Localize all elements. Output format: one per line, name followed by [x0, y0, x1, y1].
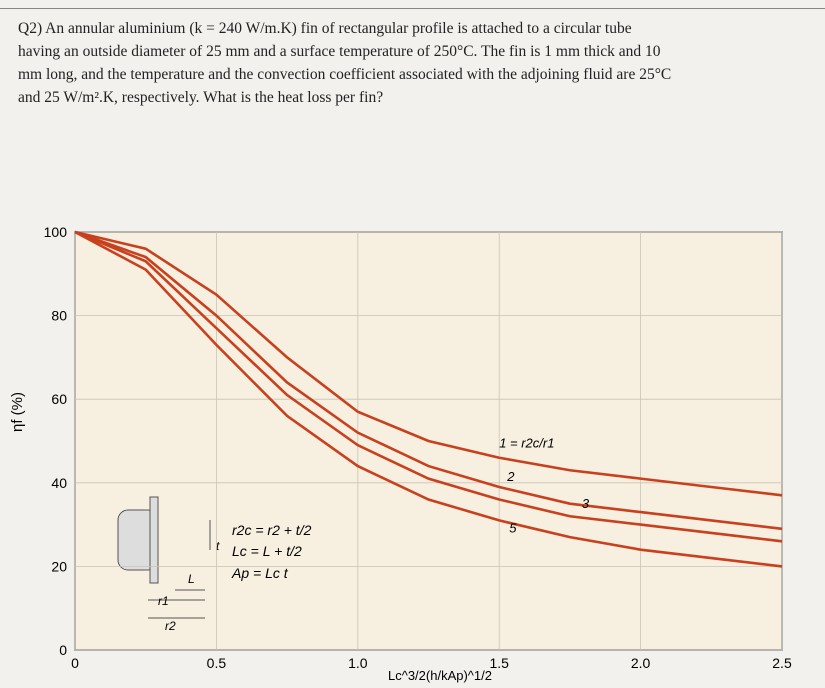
inset-label: L: [188, 572, 195, 586]
top-rule: [0, 8, 825, 9]
x-tick-label: 2.0: [631, 655, 651, 671]
inset-equation: r2c = r2 + t/2: [232, 522, 312, 538]
x-tick-label: 2.5: [772, 655, 792, 671]
y-tick-label: 100: [44, 224, 68, 240]
y-tick-label: 60: [51, 391, 67, 407]
series-label: 3: [582, 496, 590, 511]
x-axis-label: Lc^3/2(h/kAp)^1/2: [388, 668, 492, 683]
inset-label: r1: [158, 594, 169, 608]
inset-equation: Lc = L + t/2: [232, 543, 302, 559]
line: [74, 230, 783, 497]
series-label: 2: [506, 469, 515, 484]
inset-label: t: [216, 539, 220, 553]
y-tick-label: 0: [59, 642, 67, 658]
line: [74, 230, 783, 543]
x-tick-label: 1.5: [489, 655, 509, 671]
y-axis-label: ηf (%): [9, 392, 26, 432]
inset-diagram: [117, 496, 211, 619]
question-line: having an outside diameter of 25 mm and …: [18, 43, 661, 60]
x-tick-label: 0: [71, 655, 79, 671]
series-label: 5: [509, 520, 517, 535]
x-tick-label: 0.5: [207, 655, 227, 671]
inset-equation: Ap = Lc t: [231, 565, 289, 581]
series-label: 1 = r2c/r1: [499, 436, 554, 451]
line: [74, 230, 783, 568]
question-line: mm long, and the temperature and the con…: [18, 66, 672, 83]
x-tick-label: 1.0: [348, 655, 368, 671]
y-tick-label: 80: [51, 308, 67, 324]
question-line: Q2) An annular aluminium (k = 240 W/m.K)…: [18, 20, 632, 37]
y-tick-label: 20: [51, 558, 67, 574]
inset-label: r2: [165, 619, 176, 633]
question-line: and 25 W/m².K, respectively. What is the…: [18, 89, 384, 106]
line: [74, 230, 783, 531]
y-tick-label: 40: [51, 475, 67, 491]
